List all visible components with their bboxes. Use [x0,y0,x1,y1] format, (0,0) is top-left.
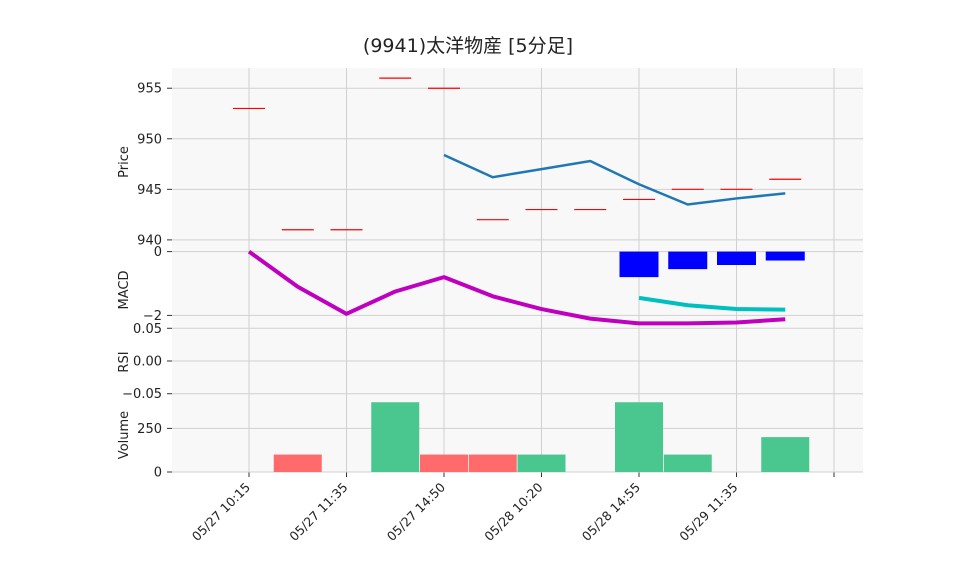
macd-line [247,249,786,326]
panel-price-background [172,68,863,250]
macd-histogram-bar [765,251,805,261]
x-tick-label: 05/27 11:35 [286,480,350,544]
macd-histogram-bar [619,251,659,278]
volume-bar [273,454,322,472]
volume-bar [761,437,810,472]
y-tick-label: 0 [154,245,162,260]
macd-signal-line [638,295,786,312]
price-moving-average-line [443,153,786,206]
y-tick-label: 950 [137,132,162,147]
volume-bar [468,454,517,472]
x-tick-label: 05/29 11:35 [676,480,740,544]
panel-price-ylabel: Price [117,146,132,178]
volume-bar [420,454,468,472]
x-tick-label: 05/27 14:50 [384,479,448,543]
x-tick-label: 05/27 10:15 [189,480,253,544]
volume-bar [615,402,663,472]
y-tick-label: 0.05 [133,322,162,337]
y-tick-label: 945 [137,183,162,198]
chart-title: (9941)太洋物産 [5分足] [363,35,573,57]
panel-macd-background [172,250,863,325]
volume-bar [663,454,712,472]
y-tick-label: 940 [137,233,162,248]
y-tick-label: 250 [137,422,162,437]
y-tick-label: 0 [154,466,162,481]
y-tick-label: 955 [137,82,162,97]
panel-macd-ylabel: MACD [117,271,132,310]
x-tick-label: 05/28 10:20 [481,479,545,543]
volume-bar [517,454,566,472]
macd-histogram-bar [668,251,708,270]
y-tick-label: −0.05 [122,387,162,402]
y-tick-label: 0.00 [133,355,162,370]
panel-volume-ylabel: Volume [117,411,132,459]
volume-bar [371,402,420,472]
panel-rsi-ylabel: RSI [117,351,132,372]
x-tick-label: 05/28 14:55 [579,480,643,544]
macd-histogram-bar [717,251,756,265]
y-tick-label: −2 [143,309,162,324]
